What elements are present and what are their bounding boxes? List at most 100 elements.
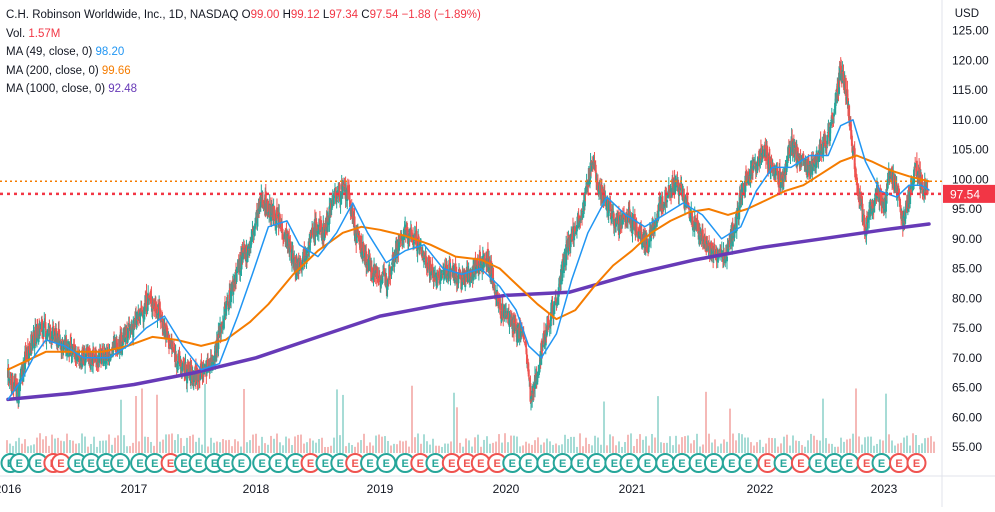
volume-bar — [744, 437, 746, 453]
ma49-line[interactable] — [7, 119, 930, 401]
candle-body — [628, 209, 631, 224]
candle-body — [571, 227, 574, 240]
candle-body — [674, 179, 677, 181]
legend-ma1000-row[interactable]: MA (1000, close, 0) 92.48 — [6, 80, 481, 99]
candle-body — [468, 270, 471, 281]
candle-body — [275, 209, 278, 229]
candle-body — [281, 228, 284, 238]
candle-body — [509, 318, 512, 321]
candle-body — [738, 210, 741, 220]
candle-body — [94, 355, 97, 358]
volume-bar — [114, 437, 116, 453]
candle-body — [358, 235, 361, 245]
candle-body — [827, 128, 830, 131]
candle-body — [761, 146, 764, 154]
candle-body — [682, 192, 685, 194]
volume-bar — [243, 388, 245, 453]
candle-body — [320, 220, 323, 230]
candle-body — [169, 341, 172, 345]
candle-body — [612, 213, 615, 226]
candle-body — [284, 230, 287, 240]
candle-body — [540, 343, 543, 365]
candle-body — [490, 261, 493, 276]
candle-body — [753, 158, 756, 163]
symbol-title[interactable]: C.H. Robinson Worldwide, Inc., 1D, NASDA… — [6, 9, 239, 21]
candle-body — [147, 293, 150, 305]
candle-body — [49, 327, 52, 334]
candle-body — [909, 190, 912, 193]
volume-bar — [393, 443, 395, 453]
candle-body — [58, 336, 61, 344]
y-tick-label: 100.00 — [952, 172, 989, 186]
earnings-marker-label: E — [383, 458, 390, 470]
earnings-marker[interactable] — [110, 453, 131, 473]
ma200-value: 99.66 — [101, 64, 131, 77]
currency-label[interactable]: USD — [954, 8, 979, 20]
volume-bar — [75, 443, 77, 453]
earnings-marker-label: E — [151, 458, 158, 470]
candle-body — [273, 206, 276, 219]
candle-body — [700, 233, 703, 236]
candle-body — [793, 147, 796, 149]
candle-body — [883, 201, 886, 213]
candle-body — [545, 330, 548, 336]
legend-ma49-row[interactable]: MA (49, close, 0) 98.20 — [6, 43, 481, 62]
volume-bar — [795, 440, 797, 453]
candle-body — [397, 242, 400, 251]
candle-body — [897, 188, 900, 194]
earnings-marker-label: E — [593, 458, 600, 470]
candle-body — [630, 217, 633, 228]
candle-body — [33, 332, 36, 347]
earnings-marker[interactable] — [231, 453, 252, 473]
volume-bar — [786, 434, 788, 453]
candle-body — [335, 195, 338, 204]
candle-body — [112, 341, 115, 350]
y-tick-label: 90.00 — [952, 232, 982, 246]
volume-bar — [714, 439, 716, 453]
candle-body — [809, 165, 812, 174]
volume-bar — [444, 443, 446, 453]
volume-bar — [303, 443, 305, 453]
candle-body — [873, 208, 876, 213]
candle-body — [870, 205, 873, 207]
volume-bar — [477, 434, 479, 453]
volume-bar — [219, 442, 221, 453]
volume-bar — [507, 442, 509, 453]
candle-body — [713, 243, 716, 250]
volume-bar — [45, 436, 47, 453]
candle-body — [440, 270, 443, 273]
candle-body — [303, 259, 306, 261]
candle-body — [412, 236, 415, 246]
candle-body — [856, 185, 859, 189]
legend-ma200-row[interactable]: MA (200, close, 0) 99.66 — [6, 62, 481, 81]
candle-body — [170, 342, 173, 348]
earnings-marker[interactable] — [906, 453, 927, 473]
candle-body — [83, 353, 86, 366]
volume-bar — [201, 444, 203, 453]
candle-body — [138, 313, 141, 321]
candle-body — [431, 267, 434, 279]
candle-body — [588, 179, 591, 185]
candle-body — [661, 196, 664, 211]
volume-bar — [15, 441, 17, 453]
ma200-line[interactable] — [7, 154, 930, 371]
x-tick-label: 2016 — [0, 482, 22, 496]
ma1000-line[interactable] — [6, 222, 931, 402]
candle-body — [505, 313, 508, 317]
last-price-label: 97.54 — [950, 187, 980, 201]
candle-body — [875, 195, 878, 202]
candle-body — [409, 228, 412, 237]
legend-volume-row[interactable]: Vol. 1.57M — [6, 25, 481, 44]
candle-body — [141, 311, 144, 316]
candle-body — [360, 252, 363, 255]
candle-body — [22, 364, 25, 382]
candle-body — [150, 295, 153, 307]
volume-bar — [804, 446, 806, 453]
volume-bar — [306, 442, 308, 453]
volume-bar — [411, 385, 413, 453]
candle-body — [394, 250, 397, 257]
candle-body — [185, 364, 188, 375]
volume-bar — [372, 445, 374, 453]
last-price-badge[interactable] — [943, 184, 995, 203]
